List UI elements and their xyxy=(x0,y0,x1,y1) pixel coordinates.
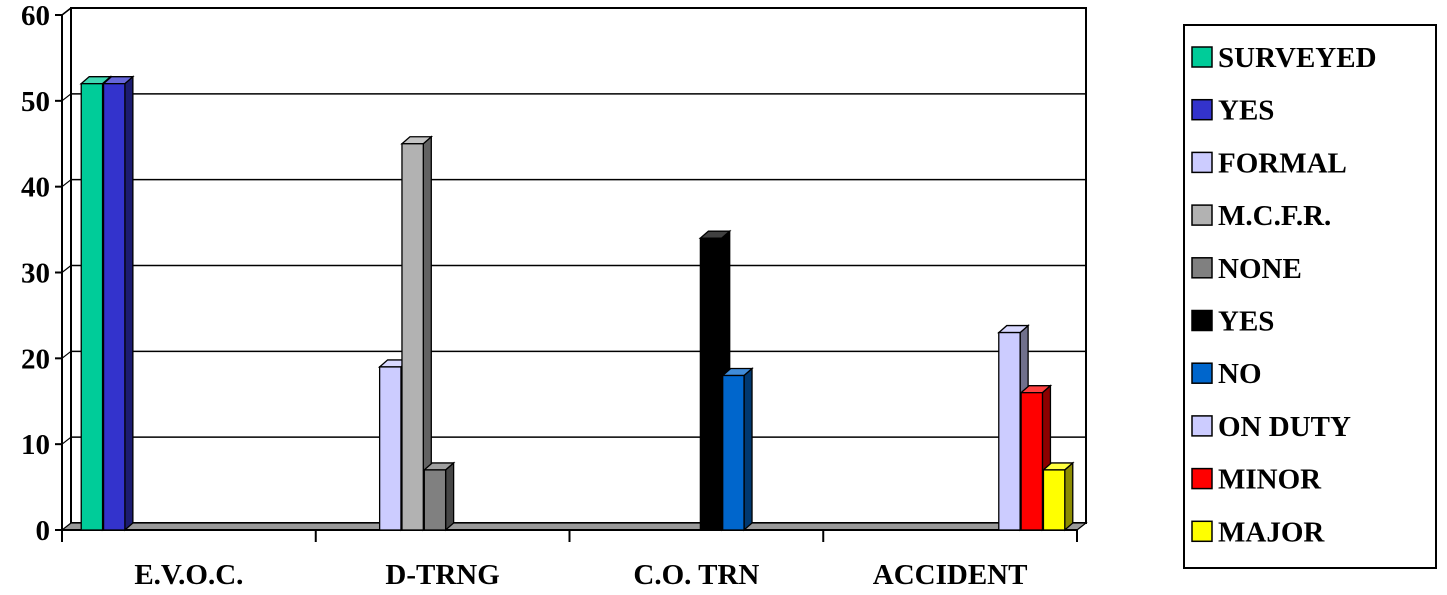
x-tick-label: ACCIDENT xyxy=(873,559,1028,590)
y-tick-labels: 0 10 20 30 40 50 60 xyxy=(21,0,50,547)
legend-swatch xyxy=(1191,309,1213,332)
legend-swatch xyxy=(1191,415,1213,437)
legend-label: MINOR xyxy=(1218,464,1322,496)
legend-label: M.C.F.R. xyxy=(1218,200,1331,232)
bar xyxy=(1042,469,1066,531)
legend-box xyxy=(1183,24,1437,569)
y-tick-label: 20 xyxy=(21,343,50,375)
bar-side xyxy=(743,367,753,532)
bar xyxy=(1020,392,1044,531)
bar-side xyxy=(1064,461,1074,532)
legend-label: NONE xyxy=(1218,253,1302,285)
plot-floor xyxy=(60,522,1088,531)
y-tick-label: 50 xyxy=(21,86,50,118)
bar xyxy=(401,143,424,531)
y-tick-label: 0 xyxy=(36,515,51,547)
bar xyxy=(722,374,745,531)
legend-label: MAJOR xyxy=(1218,516,1325,548)
gridline-side xyxy=(61,93,72,102)
y-tick-label: 30 xyxy=(21,258,50,290)
gridline-side xyxy=(61,350,72,359)
legend: SURVEYED YES FORMAL M.C.F.R. NONE YES NO ON DUT… xyxy=(1183,24,1437,569)
legend-swatch xyxy=(1191,98,1213,121)
legend-swatch xyxy=(1191,46,1213,68)
bar xyxy=(998,331,1021,531)
gridline-side xyxy=(61,179,72,188)
bars xyxy=(79,75,1075,532)
gridlines xyxy=(61,7,1087,524)
legend-swatch xyxy=(1191,257,1213,279)
y-tick-label: 10 xyxy=(21,429,50,461)
legend-swatch xyxy=(1191,204,1213,226)
legend-label: YES xyxy=(1218,306,1274,338)
legend-swatch xyxy=(1191,520,1213,543)
bar xyxy=(423,469,447,531)
y-tick-label: 60 xyxy=(21,0,50,32)
x-tick-label: C.O. TRN xyxy=(633,559,759,590)
x-tick-label: E.V.O.C. xyxy=(134,559,243,590)
legend-swatch xyxy=(1191,362,1213,384)
bar xyxy=(102,83,126,531)
bar-side xyxy=(124,75,134,532)
gridline-side xyxy=(61,7,72,16)
x-tick-label: D-TRNG xyxy=(385,559,499,590)
x-tick-labels: E.V.O.C. D-TRNG C.O. TRN ACCIDENT xyxy=(134,559,1028,591)
gridline-side xyxy=(61,265,72,273)
legend-label: FORMAL xyxy=(1218,147,1347,179)
gridline-side xyxy=(61,436,72,445)
bar-side xyxy=(444,461,455,532)
y-tick-label: 40 xyxy=(21,172,50,204)
bar xyxy=(378,366,402,531)
legend-swatch xyxy=(1191,467,1213,490)
legend-label: ON DUTY xyxy=(1218,411,1351,443)
legend-swatch xyxy=(1191,151,1213,174)
legend-label: SURVEYED xyxy=(1218,42,1377,74)
legend-label: YES xyxy=(1218,95,1274,127)
legend-label: NO xyxy=(1218,358,1262,390)
bar xyxy=(80,83,104,531)
bar xyxy=(699,237,723,531)
